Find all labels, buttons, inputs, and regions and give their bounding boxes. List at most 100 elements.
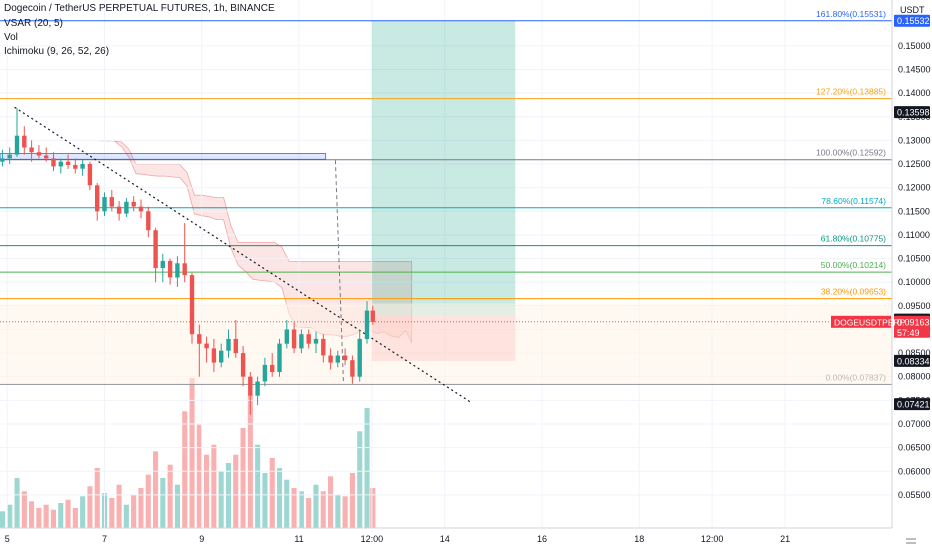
price-tick-label: 0.11000 [898,230,930,240]
candle-body [51,158,56,167]
candle-body [233,338,238,354]
candle-body [204,343,209,349]
trendline [14,106,472,404]
candle-body [95,185,100,212]
volume-bar [80,496,86,528]
volume-bar [233,454,239,528]
indicator-ichimoku-label[interactable]: Ichimoku (9, 26, 52, 26) [4,46,110,57]
volume-bar [94,468,100,528]
candle-body [240,353,246,377]
volume-bar [65,499,71,528]
candle-body [0,158,5,162]
price-tick-label: 0.14000 [898,88,931,98]
candle-body [321,338,326,356]
indicator-vol-label[interactable]: Vol [4,32,18,43]
fib-level-label: 61.80%(0.10775) [821,234,886,244]
countdown-label: 57:49 [897,328,920,338]
volume-bar [167,464,173,528]
fib-level-label: 161.80%(0.15531) [816,9,886,19]
time-tick-label: 21 [780,534,790,544]
indicator-vsar-label[interactable]: VSAR (20, 5) [4,18,63,29]
volume-layer [0,378,376,528]
price-tag-label: 0.08334 [897,356,930,366]
candle-body [197,334,202,344]
volume-bar [7,504,13,528]
candle-body [138,206,144,212]
volume-bar [218,471,224,528]
volume-bar [357,431,363,528]
volume-bar [291,488,297,528]
candle-body [248,376,253,396]
candle-body [14,135,20,155]
volume-bar [255,444,261,528]
candle-body [153,230,158,268]
candle-body [284,329,289,344]
ichimoku-cloud [99,140,413,344]
candle-body [22,135,27,148]
fib-level-label: 50.00%(0.10214) [821,260,886,270]
volume-bar [153,451,159,528]
fib-level-label: 127.20%(0.13885) [816,87,886,97]
volume-bar [370,488,376,528]
candle-body [350,360,355,377]
price-tick-label: 0.13000 [898,135,931,145]
volume-bar [109,498,115,528]
price-tag-label: 0.13598 [897,108,930,118]
settings-icon [906,538,916,544]
volume-bar [116,484,122,528]
candle-body [87,164,93,186]
price-tag [894,398,930,411]
price-tick-label: 0.06500 [898,443,931,453]
symbol-tag [831,315,891,328]
time-tick-label: 12:00 [361,534,384,544]
candle-body [109,197,114,207]
candle-body [131,201,136,207]
price-tick-label: 0.15000 [898,41,931,51]
candle-body [364,310,370,339]
volume-bar [0,511,5,528]
volume-bar [284,479,290,528]
volume-bar [225,463,231,528]
price-tick-label: 0.05500 [898,490,931,500]
time-tick-label: 11 [294,534,303,544]
price-tag [894,315,930,338]
volume-bar [269,458,275,528]
volume-bar [21,491,27,528]
price-tick-label: 0.08500 [898,348,931,358]
candle-body [7,154,12,159]
candle-body [306,334,311,344]
price-tick-label: 0.11500 [898,206,930,216]
volume-bar [87,486,93,528]
price-tag [894,106,930,119]
volume-bar [160,478,166,528]
price-tick-label: 0.07000 [898,419,931,429]
volume-bar [364,408,370,528]
drawings-layer: 161.80%(0.15531) 127.20%(0.13885) 100.00%(… [0,0,892,528]
volume-bar [247,394,253,528]
candle-body [255,381,260,396]
volume-bar [174,484,180,528]
candle-body [219,350,224,363]
candle-body [313,338,319,344]
volume-bar [145,474,151,528]
candle-body [342,355,348,361]
time-tick-label: 9 [199,534,204,544]
candle-body [328,355,333,363]
time-axis-background [0,528,932,550]
currency-label: USDT [900,5,925,15]
projection-line [334,160,344,382]
price-axis-background [892,0,932,550]
candle-body [262,364,268,382]
candles-layer [0,108,375,415]
volume-bar [240,428,246,528]
price-tag [894,354,930,367]
candle-body [36,152,42,156]
candle-body [29,147,34,153]
candle-body [182,263,187,276]
time-tick-label: 16 [537,534,547,544]
fib-level-label: 78.60%(0.11574) [821,196,886,206]
candle-body [44,155,49,159]
